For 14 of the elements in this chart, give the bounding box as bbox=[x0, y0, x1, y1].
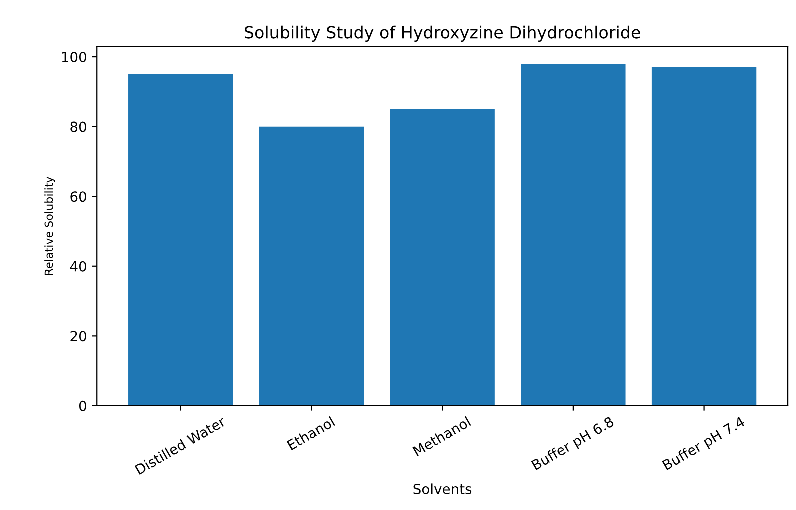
bar bbox=[652, 68, 757, 406]
bar bbox=[521, 64, 626, 406]
y-tick-label: 0 bbox=[79, 400, 86, 412]
chart-title: Solubility Study of Hydroxyzine Dihydrochloride bbox=[245, 26, 640, 42]
y-tick-label: 80 bbox=[70, 122, 86, 132]
y-tick-label: 100 bbox=[62, 52, 86, 63]
y-tick-label: 40 bbox=[70, 261, 86, 272]
bar bbox=[128, 74, 234, 406]
x-axis-title: Solvents bbox=[414, 484, 472, 494]
bar bbox=[390, 109, 495, 406]
y-tick-label: 60 bbox=[70, 192, 86, 202]
y-axis-title: Relative Solubility bbox=[44, 176, 56, 276]
bar bbox=[259, 126, 364, 406]
y-tick-label: 20 bbox=[70, 331, 86, 342]
